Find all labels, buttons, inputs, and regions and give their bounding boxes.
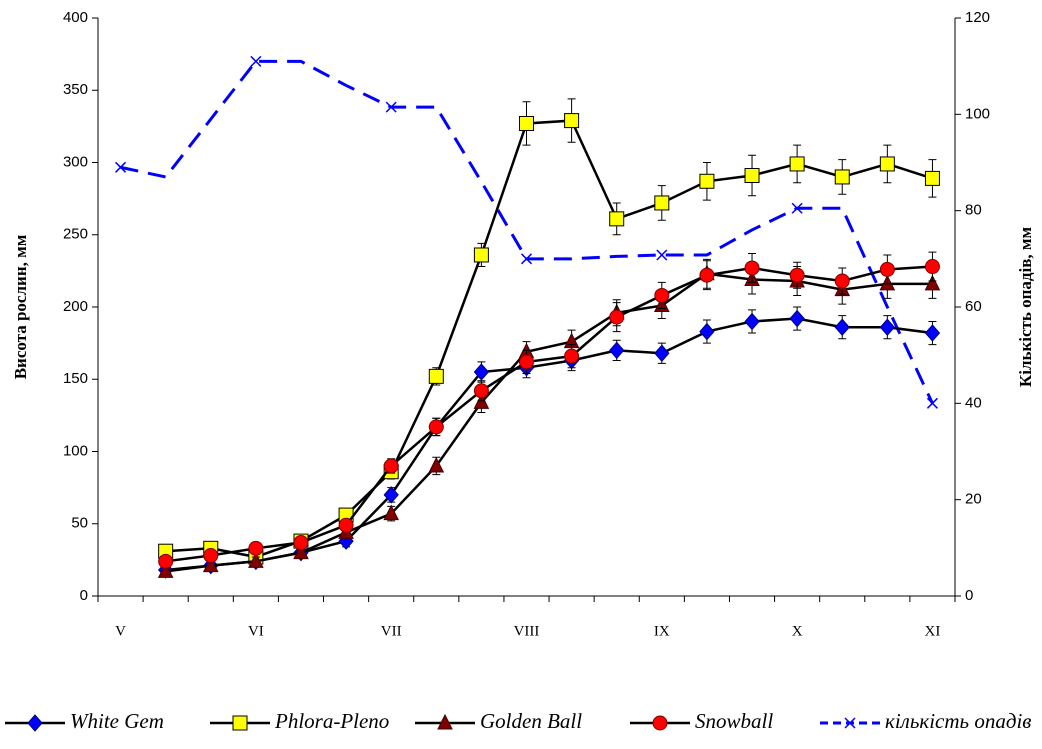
y2-tick-label: 60 — [965, 298, 982, 315]
marker — [654, 287, 670, 303]
y-tick-label: 250 — [63, 226, 88, 243]
x-tick-label: IX — [654, 623, 670, 639]
marker — [926, 397, 938, 409]
legend-label: White Gem — [70, 709, 164, 733]
y-tick-label: 200 — [63, 298, 88, 315]
x-tick-label: V — [115, 623, 126, 639]
marker — [383, 458, 399, 474]
marker — [519, 115, 534, 131]
marker — [27, 714, 43, 732]
marker — [519, 354, 534, 370]
marker — [924, 259, 940, 275]
y-tick-label: 400 — [63, 9, 88, 26]
marker — [437, 713, 453, 730]
series-line — [165, 317, 933, 572]
marker — [158, 553, 174, 569]
marker — [879, 318, 896, 336]
marker — [564, 113, 580, 129]
marker — [428, 456, 445, 473]
marker — [293, 543, 309, 560]
marker — [789, 267, 805, 283]
marker — [115, 161, 127, 173]
marker — [699, 322, 715, 341]
marker — [924, 274, 941, 291]
x-tick-label: VII — [381, 623, 402, 639]
marker — [699, 173, 715, 189]
marker — [656, 249, 668, 261]
marker — [338, 517, 354, 533]
series — [158, 98, 940, 565]
marker — [248, 552, 264, 568]
marker — [652, 715, 668, 731]
y2-axis-label: Кількість опадів, мм — [1016, 226, 1035, 387]
marker — [250, 55, 262, 67]
marker — [520, 253, 533, 265]
series-line — [165, 265, 933, 563]
marker — [924, 324, 941, 342]
marker — [834, 318, 850, 336]
y-tick-label: 300 — [63, 153, 88, 170]
marker — [699, 267, 715, 283]
y-tick-label: 150 — [63, 370, 88, 387]
marker — [924, 170, 940, 186]
marker — [428, 419, 444, 435]
marker — [203, 548, 219, 564]
marker — [232, 715, 248, 731]
y2-tick-label: 80 — [965, 202, 982, 219]
marker — [791, 202, 803, 214]
marker — [744, 168, 760, 184]
marker — [654, 344, 670, 362]
marker — [293, 535, 309, 551]
marker — [654, 195, 670, 211]
marker — [564, 348, 580, 364]
x-tick-label: X — [792, 623, 803, 639]
y-tick-label: 0 — [80, 587, 88, 604]
marker — [789, 156, 805, 172]
legend-label: кількість опадів — [885, 709, 1031, 733]
x-tick-label: VIII — [514, 623, 540, 639]
series — [158, 251, 940, 569]
y2-tick-label: 100 — [965, 105, 990, 122]
marker — [609, 309, 625, 325]
series-line — [165, 119, 933, 559]
y2-tick-label: 0 — [965, 587, 973, 604]
marker — [609, 341, 625, 360]
marker — [609, 211, 625, 227]
series — [115, 55, 938, 409]
y2-tick-label: 120 — [965, 9, 990, 26]
marker — [844, 717, 856, 729]
marker — [834, 273, 850, 289]
series-line — [165, 272, 933, 573]
legend-label: Phlora-Pleno — [274, 709, 389, 733]
marker — [473, 383, 489, 399]
marker — [383, 486, 399, 504]
y2-tick-label: 40 — [965, 394, 982, 411]
marker — [157, 562, 174, 578]
legend-label: Golden Ball — [480, 709, 582, 733]
marker — [789, 309, 805, 328]
y-tick-label: 100 — [63, 442, 88, 459]
marker — [834, 169, 850, 185]
marker — [879, 261, 895, 277]
marker — [744, 260, 760, 276]
x-tick-label: XI — [925, 623, 941, 639]
x-tick-label: VI — [248, 623, 264, 639]
y2-tick-label: 20 — [965, 491, 982, 508]
y-tick-label: 350 — [63, 81, 88, 98]
marker — [473, 247, 489, 263]
marker — [383, 504, 399, 521]
marker — [428, 368, 444, 384]
y-tick-label: 50 — [71, 515, 88, 532]
y-axis-label: Висота рослин, мм — [11, 234, 30, 379]
series — [157, 258, 941, 578]
marker — [473, 363, 490, 381]
marker — [202, 556, 219, 573]
legend-label: Snowball — [695, 709, 773, 733]
marker — [744, 312, 760, 331]
marker — [385, 101, 397, 113]
marker — [248, 540, 264, 556]
marker — [879, 156, 895, 172]
